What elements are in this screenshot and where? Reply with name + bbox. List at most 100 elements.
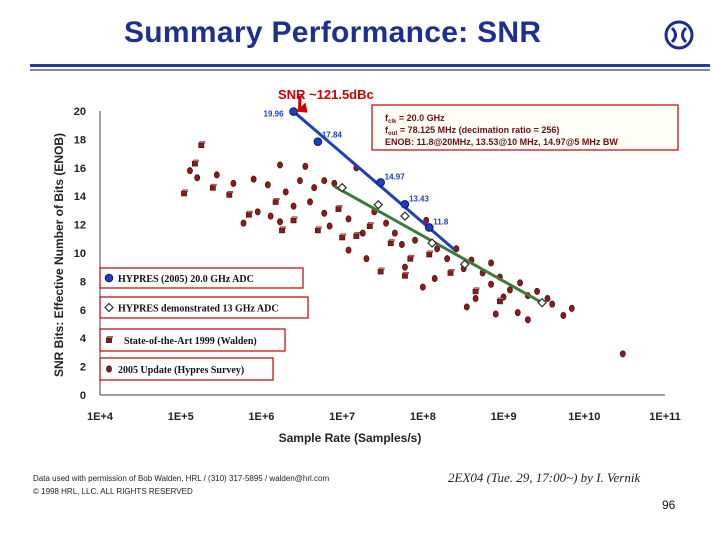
cube-top bbox=[280, 226, 286, 229]
hypres-2005-point bbox=[313, 137, 323, 146]
survey-2005-point bbox=[419, 283, 426, 291]
survey-2005-point bbox=[187, 167, 193, 175]
legend-item: 2005 Update (Hypres Survey) bbox=[99, 357, 274, 381]
cube-face bbox=[181, 190, 187, 197]
legend-label: 2005 Update (Hypres Survey) bbox=[118, 365, 244, 376]
legend-box bbox=[99, 296, 309, 319]
state-of-art-point bbox=[426, 250, 434, 258]
cube-face bbox=[246, 212, 252, 218]
cube-top bbox=[247, 210, 253, 213]
state-of-art-point bbox=[366, 222, 374, 229]
cube-face bbox=[279, 227, 285, 234]
info-symbol: f bbox=[385, 125, 389, 135]
survey-2005-point bbox=[282, 188, 289, 196]
survey-2005-point bbox=[619, 350, 626, 358]
cube-face bbox=[496, 298, 503, 305]
state-of-art-point bbox=[339, 233, 346, 241]
legend-box bbox=[99, 328, 286, 352]
cube-top bbox=[107, 336, 113, 339]
survey-2005-point bbox=[321, 177, 328, 185]
snr-annotation-arrowhead bbox=[295, 102, 308, 113]
info-subscript: clk bbox=[388, 119, 397, 125]
hypres-2005-series: 19.96 17.84 14.97 13.43 11.8 bbox=[264, 107, 449, 232]
hypres-13ghz-point bbox=[537, 297, 547, 308]
hypres-2005-data-label: 11.8 bbox=[433, 217, 449, 226]
survey-2005-point bbox=[472, 294, 479, 302]
hypres-13ghz-point bbox=[337, 182, 347, 193]
cube-top bbox=[193, 159, 199, 162]
x-axis-title: Sample Rate (Samples/s) bbox=[279, 431, 422, 445]
y-tick-label: 10 bbox=[74, 248, 86, 260]
cube-top bbox=[316, 226, 322, 229]
survey-2005-point bbox=[534, 287, 540, 295]
cube-top bbox=[199, 141, 206, 144]
x-tick-label: 1E+4 bbox=[87, 411, 114, 423]
cube-face bbox=[198, 142, 205, 148]
cube-face bbox=[426, 251, 433, 258]
cube-face bbox=[387, 240, 394, 246]
survey-2005-point bbox=[250, 175, 257, 183]
cube-face bbox=[192, 161, 198, 167]
survey-2005-point bbox=[568, 304, 575, 312]
cube-top bbox=[227, 190, 234, 193]
x-tick-label: 1E+5 bbox=[168, 411, 194, 423]
cube-top bbox=[291, 216, 298, 219]
hypres-2005-data-label: 14.97 bbox=[385, 172, 406, 181]
title-divider bbox=[30, 64, 710, 71]
copyright-line: © 1998 HRL, LLC. ALL RIGHTS RESERVED bbox=[33, 487, 193, 496]
x-tick-label: 1E+10 bbox=[568, 411, 600, 423]
cube-top bbox=[427, 250, 434, 253]
survey-2005-point bbox=[267, 212, 274, 220]
survey-2005-point bbox=[383, 219, 389, 227]
state-of-art-series bbox=[181, 141, 504, 305]
survey-2005-point bbox=[213, 171, 220, 179]
info-box bbox=[371, 104, 679, 151]
hypres-13ghz-point bbox=[104, 302, 114, 313]
info-subscript: out bbox=[388, 131, 397, 137]
legend-box bbox=[99, 267, 304, 289]
survey-2005-point bbox=[431, 275, 438, 283]
y-tick-label: 20 bbox=[74, 106, 86, 118]
survey-2005-point bbox=[345, 246, 352, 254]
hypres-13ghz-point bbox=[373, 199, 384, 210]
hypres-13ghz-point bbox=[427, 238, 437, 248]
survey-2005-point bbox=[524, 316, 531, 324]
state-of-art-point bbox=[335, 205, 343, 212]
survey-2005-point bbox=[264, 181, 271, 189]
hypres-13ghz-series bbox=[337, 182, 547, 308]
snr-annotation: SNR ~121.5dBc bbox=[278, 87, 374, 102]
survey-2005-point bbox=[549, 300, 556, 308]
legend-label: HYPRES (2005) 20.0 GHz ADC bbox=[118, 274, 254, 285]
state-of-art-point bbox=[377, 267, 385, 275]
survey-2005-point bbox=[444, 255, 451, 263]
cube-top bbox=[498, 297, 504, 300]
cube-face bbox=[472, 288, 479, 295]
legend-label: State-of-the-Art 1999 (Walden) bbox=[124, 336, 257, 347]
survey-2005-point bbox=[402, 263, 408, 271]
state-of-art-point bbox=[387, 239, 395, 246]
cube-top bbox=[336, 205, 343, 208]
signature: 2EX04 (Tue. 29, 17:00~) by I. Vernik bbox=[448, 470, 641, 485]
survey-2005-point bbox=[399, 240, 405, 248]
y-tick-label: 12 bbox=[74, 220, 86, 232]
survey-2005-point bbox=[321, 209, 328, 217]
y-tick-label: 4 bbox=[80, 333, 87, 345]
cube-face bbox=[314, 227, 321, 234]
survey-2005-point bbox=[544, 294, 551, 302]
page-number: 96 bbox=[662, 498, 676, 512]
logo-icon bbox=[664, 20, 694, 50]
state-of-art-point bbox=[192, 159, 199, 167]
y-axis-title: SNR Bits: Effective Number of Bits (ENOB… bbox=[52, 133, 66, 377]
cube-top bbox=[367, 222, 374, 225]
state-of-art-point bbox=[181, 189, 188, 197]
cube-top bbox=[403, 271, 409, 274]
y-tick-label: 14 bbox=[74, 191, 87, 203]
state-of-art-point bbox=[353, 232, 361, 239]
y-tick-label: 16 bbox=[74, 163, 86, 175]
survey-2005-point bbox=[277, 218, 283, 226]
cube-top bbox=[182, 189, 188, 192]
hypres-2005-point bbox=[400, 199, 410, 209]
survey-2005-point bbox=[488, 259, 494, 267]
cube-top bbox=[388, 239, 395, 242]
